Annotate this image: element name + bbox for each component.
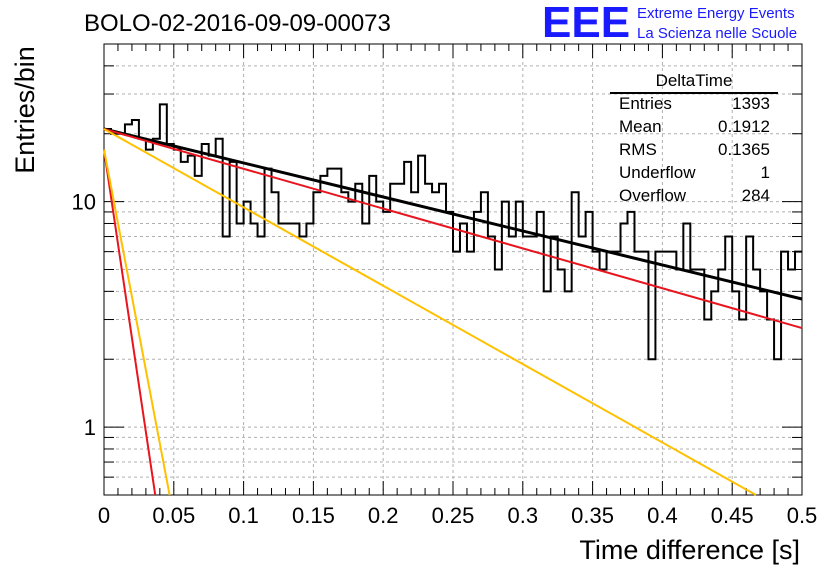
stats-box: DeltaTime Entries 1393 Mean 0.1912 RMS 0.1365… xyxy=(610,71,778,205)
x-tick-label: 0.35 xyxy=(571,503,614,528)
fit-lines xyxy=(103,127,803,496)
fit-line-yellow xyxy=(103,128,757,496)
stats-value: 0.1912 xyxy=(718,117,770,136)
fit-line-black xyxy=(103,127,803,301)
eee-logo: EEE xyxy=(542,0,630,47)
stats-label: RMS xyxy=(619,140,657,159)
run-title: BOLO-02-2016-09-09-00073 xyxy=(84,10,391,37)
stats-title: DeltaTime xyxy=(656,71,733,90)
x-tick-label: 0.45 xyxy=(711,503,754,528)
x-axis-title: Time difference [s] xyxy=(579,535,800,565)
x-tick-label: 0 xyxy=(98,503,110,528)
y-axis-title: Entries/bin xyxy=(10,46,40,174)
histogram-series xyxy=(104,103,802,361)
x-tick-label: 0.5 xyxy=(787,503,818,528)
stats-label: Overflow xyxy=(619,186,687,205)
org-name-line2: La Scienza nelle Scuole xyxy=(637,25,797,42)
x-tick-labels: 0 0.05 0.1 0.15 0.2 0.25 0.3 0.35 0.4 0.45 0.5 xyxy=(98,503,817,528)
stats-value: 284 xyxy=(742,186,770,205)
stats-label: Underflow xyxy=(619,163,696,182)
stats-value: 0.1365 xyxy=(718,140,770,159)
stats-label: Mean xyxy=(619,117,662,136)
x-tick-label: 0.15 xyxy=(292,503,335,528)
y-tick-labels: 1 10 xyxy=(72,190,96,441)
fit-line-red xyxy=(103,149,157,496)
stats-rows: Entries 1393 Mean 0.1912 RMS 0.1365 Underflow 1… xyxy=(619,94,770,205)
x-tick-label: 0.25 xyxy=(432,503,475,528)
y-tick-label: 1 xyxy=(84,415,96,440)
x-tick-label: 0.3 xyxy=(508,503,539,528)
stats-value: 1 xyxy=(761,163,770,182)
stats-value: 1393 xyxy=(732,94,770,113)
org-name-line1: Extreme Energy Events xyxy=(637,5,795,22)
x-tick-label: 0.4 xyxy=(647,503,678,528)
fit-line-yellow xyxy=(103,149,171,496)
x-tick-label: 0.2 xyxy=(368,503,399,528)
y-tick-label: 10 xyxy=(72,190,96,215)
axis-ticks xyxy=(103,44,803,495)
x-tick-label: 0.05 xyxy=(152,503,195,528)
x-tick-label: 0.1 xyxy=(228,503,259,528)
fit-line-red xyxy=(103,127,803,330)
stats-label: Entries xyxy=(619,94,672,113)
